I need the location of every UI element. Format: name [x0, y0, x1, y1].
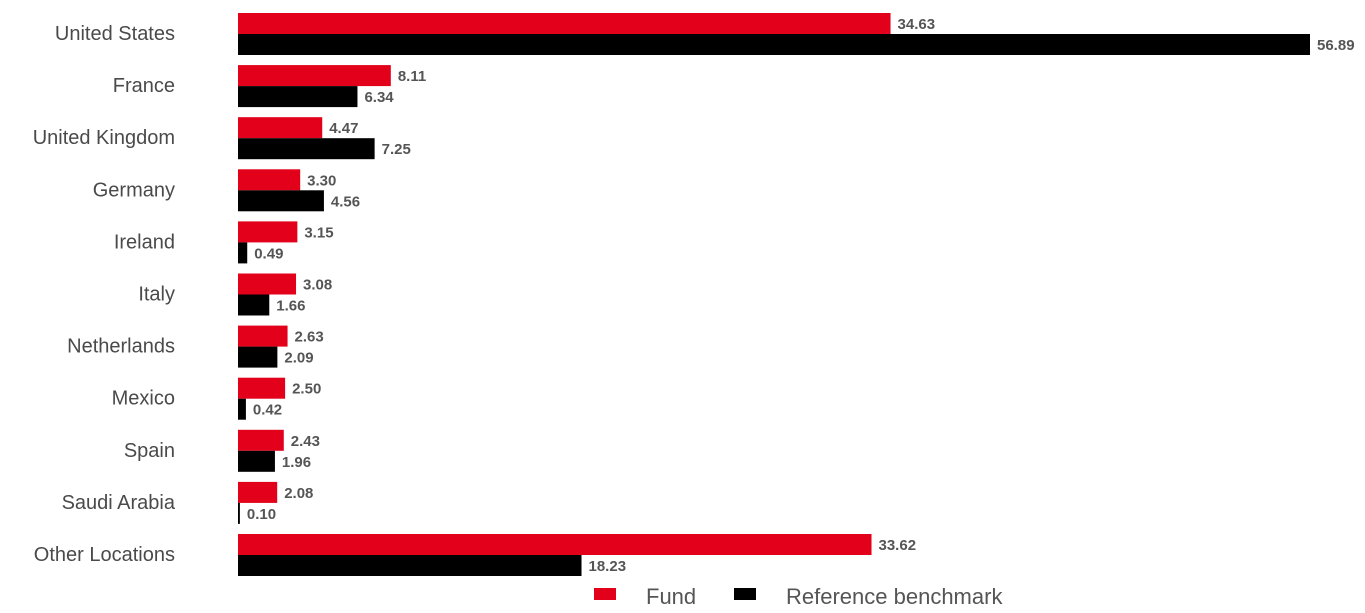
value-label-fund-italy: 3.08 [303, 277, 332, 294]
bar-reference-benchmark-mexico [238, 398, 246, 420]
bar-reference-benchmark-united-kingdom [238, 138, 375, 160]
value-label-reference-benchmark-ireland: 0.49 [254, 245, 283, 262]
value-label-fund-united-kingdom: 4.47 [329, 120, 358, 137]
bar-reference-benchmark-france [238, 86, 358, 108]
bar-fund-united-kingdom [238, 117, 323, 139]
bar-reference-benchmark-netherlands [238, 346, 278, 368]
category-label-united-kingdom: United Kingdom [33, 127, 175, 149]
category-label-italy: Italy [138, 284, 175, 306]
value-label-reference-benchmark-spain: 1.96 [282, 454, 311, 471]
value-label-reference-benchmark-united-kingdom: 7.25 [382, 141, 411, 158]
value-label-fund-saudi-arabia: 2.08 [284, 485, 313, 502]
legend-swatch-reference-benchmark [734, 588, 756, 600]
bar-fund-mexico [238, 377, 286, 399]
category-label-mexico: Mexico [112, 388, 175, 410]
bar-fund-spain [238, 429, 284, 451]
bars [238, 13, 1310, 576]
category-label-netherlands: Netherlands [67, 336, 175, 358]
legend-swatch-fund [594, 588, 616, 600]
value-label-reference-benchmark-france: 6.34 [364, 89, 394, 106]
value-label-fund-france: 8.11 [398, 68, 426, 85]
value-label-fund-other-locations: 33.62 [879, 537, 917, 554]
bar-reference-benchmark-other-locations [238, 555, 582, 576]
bar-reference-benchmark-spain [238, 450, 275, 472]
value-label-fund-united-states: 34.63 [898, 16, 936, 33]
category-label-germany: Germany [93, 179, 175, 201]
bar-fund-ireland [238, 221, 298, 243]
value-label-fund-germany: 3.30 [307, 172, 336, 189]
value-label-fund-mexico: 2.50 [292, 381, 321, 398]
value-label-reference-benchmark-saudi-arabia: 0.10 [247, 506, 276, 523]
bar-fund-france [238, 65, 391, 87]
bar-reference-benchmark-united-states [238, 34, 1310, 55]
value-label-fund-ireland: 3.15 [304, 224, 333, 241]
bar-reference-benchmark-ireland [238, 242, 248, 264]
bar-fund-saudi-arabia [238, 481, 278, 503]
value-label-reference-benchmark-netherlands: 2.09 [284, 350, 313, 367]
category-label-france: France [113, 75, 175, 97]
value-label-reference-benchmark-united-states: 56.89 [1317, 37, 1355, 54]
category-label-other-locations: Other Locations [34, 544, 175, 566]
bar-reference-benchmark-germany [238, 190, 324, 212]
category-label-saudi-arabia: Saudi Arabia [62, 492, 176, 514]
legend-label-reference-benchmark: Reference benchmark [786, 584, 1003, 609]
bar-fund-netherlands [238, 325, 288, 347]
bar-fund-united-states [238, 13, 891, 34]
category-labels: United States France United Kingdom Germany… [33, 23, 176, 566]
bar-fund-italy [238, 273, 297, 295]
value-label-reference-benchmark-other-locations: 18.23 [589, 558, 627, 575]
value-label-reference-benchmark-italy: 1.66 [276, 298, 305, 315]
category-label-spain: Spain [124, 440, 175, 462]
legend-label-fund: Fund [646, 584, 696, 609]
category-label-united-states: United States [55, 23, 175, 45]
value-labels: 34.63 56.89 8.116.34 4.47 7.25 3.30 4.56 3.15 0.… [247, 16, 1355, 575]
legend: Fund Reference benchmark [594, 584, 1003, 609]
value-label-reference-benchmark-mexico: 0.42 [253, 402, 282, 419]
bar-fund-other-locations [238, 534, 872, 555]
bar-fund-germany [238, 169, 301, 191]
category-label-ireland: Ireland [114, 231, 175, 253]
bar-reference-benchmark-italy [238, 294, 270, 316]
value-label-fund-netherlands: 2.63 [295, 329, 324, 346]
value-label-reference-benchmark-germany: 4.56 [331, 193, 360, 210]
bar-reference-benchmark-saudi-arabia [238, 502, 240, 524]
value-label-fund-spain: 2.43 [291, 433, 320, 450]
